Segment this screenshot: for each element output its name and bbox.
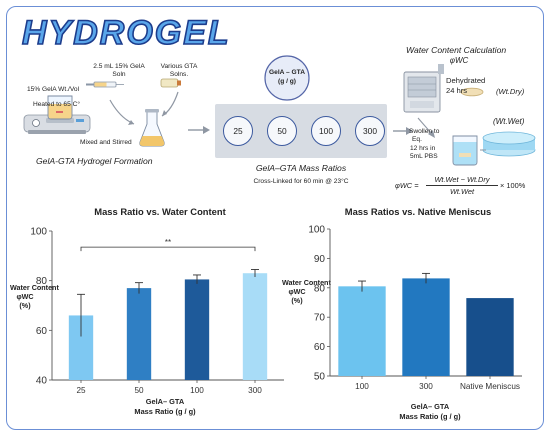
wet-hydrogel-icon [482,131,536,157]
flask-icon [139,109,165,147]
formula-denominator: Wt.Wet [449,187,475,196]
chart2-xlabel-1: GelA– GTA [410,402,450,411]
x-tick-label: 300 [248,386,262,395]
chart1-xlabel-1: GelA– GTA [145,397,185,406]
ratio-badge-line1: GelA – GTA [269,69,305,76]
x-tick-label: 100 [190,386,204,395]
significance-marker: ** [165,238,171,247]
chart2-ylabel-1: Water Content [282,278,331,287]
significance-bracket [80,246,256,252]
hot-plate-icon [23,114,91,134]
chart2-ylabel-2: φWC [288,287,306,296]
mixed-label: Mixed and Stirred [80,139,132,146]
y-tick-label: 60 [36,326,48,337]
x-tick-label: Native Meniscus [460,382,520,391]
soln-volume-label: 2.5 mL 15% GelA [93,63,145,70]
formula-lhs: φWC = [395,181,419,190]
y-tick-label: 100 [308,225,325,236]
y-tick-label: 100 [30,227,47,238]
swollen-label-3: 12 hrs in [410,145,436,152]
swollen-label-2: Eq. [412,136,422,143]
ratio-circle-100: 100 [311,116,341,146]
swollen-label-4: 5mL PBS [410,153,438,160]
y-tick-label: 90 [314,254,326,265]
y-tick-label: 80 [314,283,326,294]
chart1-ylabel-2: φWC [16,292,34,301]
gela-percentage-label: 15% GelA Wt./Vol [27,86,80,93]
chart2-title: Mass Ratios vs. Native Meniscus [344,206,492,217]
bar-300 [402,278,450,376]
ratio-circle-25: 25 [223,116,253,146]
vial-icon [160,78,181,88]
wt-dry-label: (Wt.Dry) [496,87,525,96]
bar-100 [184,279,210,380]
x-tick-label: 25 [76,386,86,395]
y-tick-label: 60 [314,342,326,353]
bar-50 [126,288,152,380]
bar-native-meniscus [466,298,514,376]
y-tick-label: 50 [314,372,326,383]
chart1-title: Mass Ratio vs. Water Content [94,206,226,217]
ratios-caption: GelA–GTA Mass Ratios [255,163,347,173]
figure-title: HYDROGEL [21,13,231,53]
swollen-label-1: Swollen to [409,128,440,135]
formula-numerator: Wt.Wet − Wt.Dry [434,175,490,184]
chart1-xlabel-2: Mass Ratio (g / g) [134,407,196,416]
beaker-icon [47,95,73,120]
syringe-icon [86,81,124,88]
gta-solns-label: Solns. [169,71,189,78]
y-tick-label: 40 [36,376,48,387]
chart1-ylabel-3: (%) [19,301,31,310]
formula-bar [426,185,498,186]
dehydrated-label: Dehydrated [446,76,486,85]
water-symbol: φWC [449,56,469,65]
water-calc-title: Water Content Calculation [406,45,507,55]
formula-tail: × 100% [500,181,526,190]
formation-caption: GelA-GTA Hydrogel Formation [36,156,153,166]
pbs-beaker-icon [452,135,478,166]
ratio-circle-300: 300 [355,116,385,146]
y-tick-label: 80 [36,276,48,287]
bar-300 [242,273,268,380]
wt-wet-label: (Wt.Wet) [493,117,525,126]
ratio-badge-line2: (g / g) [278,78,296,85]
dehydrated-hours-label: 24 hrs [446,86,468,95]
chart2-ylabel-3: (%) [291,296,303,305]
gta-label: Various GTA [160,63,198,70]
soln-label: Soln [112,71,126,78]
ratio-circle-50: 50 [267,116,297,146]
gela-heat-label: Heated to 65 C° [33,101,80,108]
bar-100 [338,286,386,376]
oven-icon [403,64,444,113]
crosslink-label: Cross-Linked for 60 min @ 23°C [253,178,349,185]
y-tick-label: 70 [314,313,326,324]
chart1-ylabel-1: Water Content [10,283,59,292]
x-tick-label: 100 [355,382,369,391]
x-tick-label: 50 [134,386,144,395]
chart2-xlabel-2: Mass Ratio (g / g) [399,412,461,421]
x-tick-label: 300 [419,382,433,391]
